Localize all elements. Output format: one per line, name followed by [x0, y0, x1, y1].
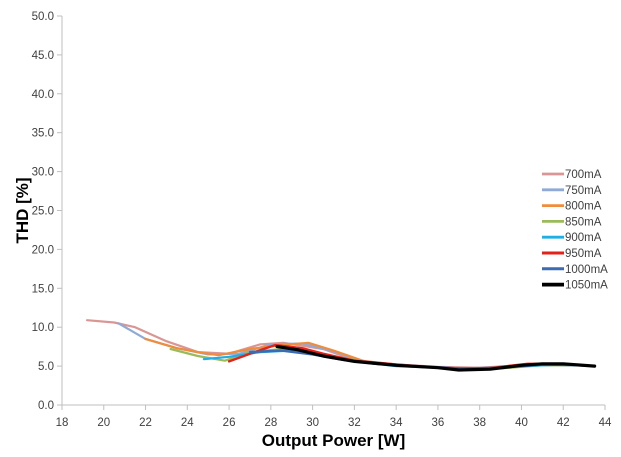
x-tick-label: 26	[223, 417, 236, 429]
y-tick-label: 10.0	[32, 322, 54, 334]
y-tick-label: 30.0	[32, 167, 54, 179]
x-axis-ticks: 18 20 22 24 26 28 30 32 34 36 38 40 42 44	[56, 405, 612, 429]
y-tick-label: 15.0	[32, 283, 54, 295]
y-tick-label: 50.0	[32, 11, 54, 23]
x-tick-label: 18	[56, 417, 69, 429]
x-tick-label: 36	[432, 417, 445, 429]
x-tick-label: 24	[181, 417, 194, 429]
x-axis-title: Output Power [W]	[262, 431, 406, 450]
y-axis-title: THD [%]	[13, 177, 32, 243]
y-tick-label: 35.0	[32, 128, 54, 140]
x-tick-label: 28	[264, 417, 277, 429]
y-axis-ticks: 0.0 5.0 10.0 15.0 20.0 25.0 30.0 35.0 40.0 45.0 50…	[32, 11, 62, 412]
y-tick-label: 20.0	[32, 244, 54, 256]
x-tick-label: 34	[390, 417, 403, 429]
y-tick-label: 0.0	[38, 400, 54, 412]
x-tick-label: 42	[557, 417, 570, 429]
x-tick-label: 40	[515, 417, 528, 429]
x-tick-label: 30	[306, 417, 319, 429]
y-tick-label: 25.0	[32, 206, 54, 218]
legend-label: 750mA	[565, 185, 602, 197]
series-line-1050mA	[275, 345, 597, 372]
x-tick-label: 38	[473, 417, 486, 429]
legend-label: 850mA	[565, 216, 602, 228]
x-tick-label: 32	[348, 417, 361, 429]
x-tick-label: 22	[139, 417, 152, 429]
legend: 700mA 750mA 800mA 850mA 900mA 950mA 1000mA 1050…	[542, 169, 608, 292]
x-tick-label: 44	[599, 417, 612, 429]
y-tick-label: 5.0	[38, 361, 54, 373]
series-lines	[86, 319, 597, 372]
legend-label: 900mA	[565, 232, 602, 244]
legend-label: 1050mA	[565, 280, 608, 292]
x-tick-label: 20	[97, 417, 110, 429]
y-tick-label: 40.0	[32, 89, 54, 101]
legend-label: 950mA	[565, 248, 602, 260]
legend-label: 1000mA	[565, 264, 608, 276]
y-tick-label: 45.0	[32, 50, 54, 62]
legend-label: 700mA	[565, 169, 602, 181]
legend-label: 800mA	[565, 201, 602, 213]
